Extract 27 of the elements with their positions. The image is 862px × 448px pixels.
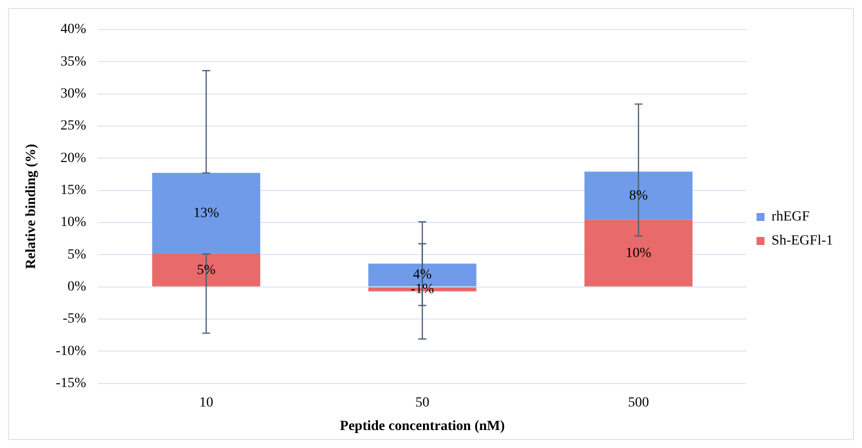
x-tick-label: 10 (199, 395, 214, 410)
y-tick-label: 5% (67, 247, 86, 262)
data-label: 8% (629, 188, 648, 204)
x-tick-label: 500 (628, 395, 649, 410)
y-tick-label: 20% (60, 150, 86, 166)
y-tick-label: 35% (60, 54, 86, 70)
y-tick-label: 30% (60, 86, 86, 102)
y-tick-label: 10% (60, 215, 86, 230)
bar (152, 254, 260, 286)
y-tick-label: 40% (60, 22, 86, 38)
y-tick-label: -5% (62, 312, 86, 327)
bar (584, 220, 693, 286)
bar (584, 172, 693, 220)
y-tick-label: -15% (56, 376, 86, 392)
data-label: 10% (626, 246, 652, 261)
y-tick-label: 0% (67, 280, 86, 295)
bar (152, 172, 260, 254)
x-tick-label: 50 (415, 395, 430, 410)
y-tick-label: -10% (56, 344, 86, 359)
data-label: 13% (193, 206, 220, 222)
y-axis-title: Relative binding (%) (24, 143, 40, 270)
data-label: 4% (413, 268, 432, 283)
legend-label: Sh-EGFl-1 (772, 234, 834, 249)
x-axis-title: Peptide concentration (nM) (340, 419, 506, 434)
y-tick-label: 15% (60, 182, 86, 198)
y-tick-label: 25% (60, 118, 86, 134)
legend-label: rhEGF (772, 210, 810, 225)
